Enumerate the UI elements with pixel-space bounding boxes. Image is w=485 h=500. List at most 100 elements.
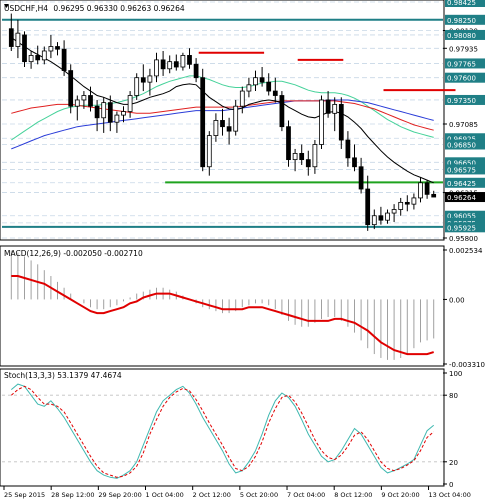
macd-tick-label: 0.00 bbox=[449, 296, 465, 304]
stoch-tick-label: 0 bbox=[449, 481, 453, 489]
candle-body bbox=[358, 166, 364, 190]
price-tick: 0.98425 bbox=[445, 0, 485, 7]
candle-body bbox=[352, 157, 357, 168]
dropdown-triangle-icon[interactable] bbox=[4, 4, 9, 8]
candle-body bbox=[61, 48, 67, 71]
time-tick-label: 1 Oct 04:00 bbox=[146, 491, 184, 499]
ma-black-line bbox=[11, 37, 434, 184]
time-tick-label: 28 Sep 12:00 bbox=[51, 491, 94, 499]
candle-body bbox=[319, 99, 324, 145]
price-tick: 0.98250 bbox=[445, 14, 485, 25]
price-tag-label: 0.96650 bbox=[447, 159, 476, 167]
candle-body bbox=[134, 77, 140, 96]
price-tick: 0.96925 bbox=[445, 133, 485, 144]
candle-body bbox=[259, 77, 265, 83]
price-tick: 0.95925 bbox=[445, 222, 485, 233]
candle-body bbox=[286, 126, 291, 161]
candle-body bbox=[147, 75, 153, 83]
stoch-main-line bbox=[10, 383, 435, 479]
price-tick: 0.96850 bbox=[445, 139, 485, 150]
candle-body bbox=[167, 61, 173, 70]
price-tick: 0.97350 bbox=[445, 94, 485, 105]
candle-body bbox=[88, 95, 93, 107]
stoch-tick-label: 20 bbox=[449, 459, 458, 467]
macd-tick-label: -0.003310 bbox=[449, 361, 485, 369]
candle-body bbox=[81, 95, 87, 101]
candle-body bbox=[299, 152, 305, 161]
candle-body bbox=[411, 197, 417, 205]
price-horizontal-levels bbox=[2, 18, 443, 228]
price-tag-label: 0.96425 bbox=[447, 180, 476, 188]
candle-body bbox=[193, 63, 199, 79]
price-tag bbox=[445, 72, 485, 83]
price-tag bbox=[445, 14, 485, 25]
price-tag bbox=[445, 210, 485, 221]
price-tick-label: 0.97935 bbox=[449, 45, 478, 53]
price-tag bbox=[445, 0, 485, 7]
candle-body bbox=[404, 201, 410, 205]
candle-body bbox=[101, 102, 107, 119]
price-tag bbox=[445, 222, 485, 233]
macd-axis: 0.002534 0.00 -0.003310 bbox=[443, 247, 485, 369]
candle-body bbox=[332, 104, 338, 114]
moving-averages bbox=[11, 37, 434, 184]
candle-body bbox=[233, 105, 239, 132]
candle-body bbox=[391, 209, 397, 214]
candle-body bbox=[272, 90, 278, 96]
price-tick: 0.97600 bbox=[445, 72, 485, 83]
time-tick-label: 2 Oct 12:00 bbox=[193, 491, 231, 499]
price-tag-label: 0.97350 bbox=[447, 97, 476, 105]
stoch-title: Stoch(13,3,3) 53.1379 47.4674 bbox=[4, 371, 122, 380]
candle-body bbox=[74, 99, 80, 107]
candle-body bbox=[345, 139, 351, 159]
candle-body bbox=[220, 120, 225, 128]
candle-body bbox=[41, 50, 47, 61]
ma-red-line bbox=[11, 100, 434, 131]
candle-body bbox=[239, 90, 245, 107]
price-tag bbox=[445, 94, 485, 105]
candle-body bbox=[305, 159, 311, 168]
candle-body bbox=[160, 59, 166, 70]
candle-body bbox=[154, 59, 159, 77]
price-tag-label: 0.98425 bbox=[447, 0, 476, 7]
price-tag-label: 0.98250 bbox=[447, 17, 476, 25]
time-tick-label: 13 Oct 04:00 bbox=[429, 491, 471, 499]
current-price-tag bbox=[445, 192, 485, 203]
stoch-axis: 100 80 20 0 bbox=[443, 370, 462, 489]
candle-body bbox=[431, 193, 437, 198]
candle-body bbox=[173, 61, 179, 68]
candle-body bbox=[253, 77, 258, 86]
candle-body bbox=[266, 81, 272, 92]
symbol-timeframe: USDCHF,H4 bbox=[4, 4, 48, 13]
price-panel: 0.984250.982500.981300.980800.979350.977… bbox=[0, 0, 485, 243]
candle-body bbox=[398, 201, 404, 210]
price-tag-label: 0.95925 bbox=[447, 224, 476, 232]
candle-body bbox=[213, 120, 219, 136]
price-tick: 0.96425 bbox=[445, 177, 485, 188]
candle-body bbox=[127, 95, 133, 112]
candle-body bbox=[325, 99, 331, 114]
candle-body bbox=[292, 152, 298, 161]
price-tick: 0.97765 bbox=[445, 58, 485, 68]
candle-body bbox=[338, 104, 344, 141]
stoch-tick-label: 100 bbox=[449, 370, 462, 378]
time-tick-label: 9 Oct 20:00 bbox=[381, 491, 419, 499]
price-tag-label: 0.96925 bbox=[447, 135, 476, 143]
stoch-lines bbox=[10, 383, 435, 479]
price-tag-label: 0.96055 bbox=[447, 213, 476, 221]
candle-body bbox=[371, 215, 377, 226]
time-tick-label: 8 Oct 12:00 bbox=[334, 491, 372, 499]
price-tick: 0.96055 bbox=[445, 210, 485, 221]
macd-title: MACD(12,26,9) -0.002050 -0.002710 bbox=[4, 249, 143, 258]
candle-body bbox=[107, 102, 113, 123]
price-tick: 0.95800 bbox=[443, 235, 478, 243]
candle-body bbox=[22, 34, 27, 63]
candle-body bbox=[15, 32, 21, 47]
candle-body bbox=[206, 135, 212, 168]
price-tick: 0.98080 bbox=[445, 29, 485, 40]
candle-body bbox=[35, 55, 41, 61]
price-tag bbox=[445, 58, 485, 69]
candle-body bbox=[180, 55, 186, 68]
candle-body bbox=[121, 111, 126, 116]
